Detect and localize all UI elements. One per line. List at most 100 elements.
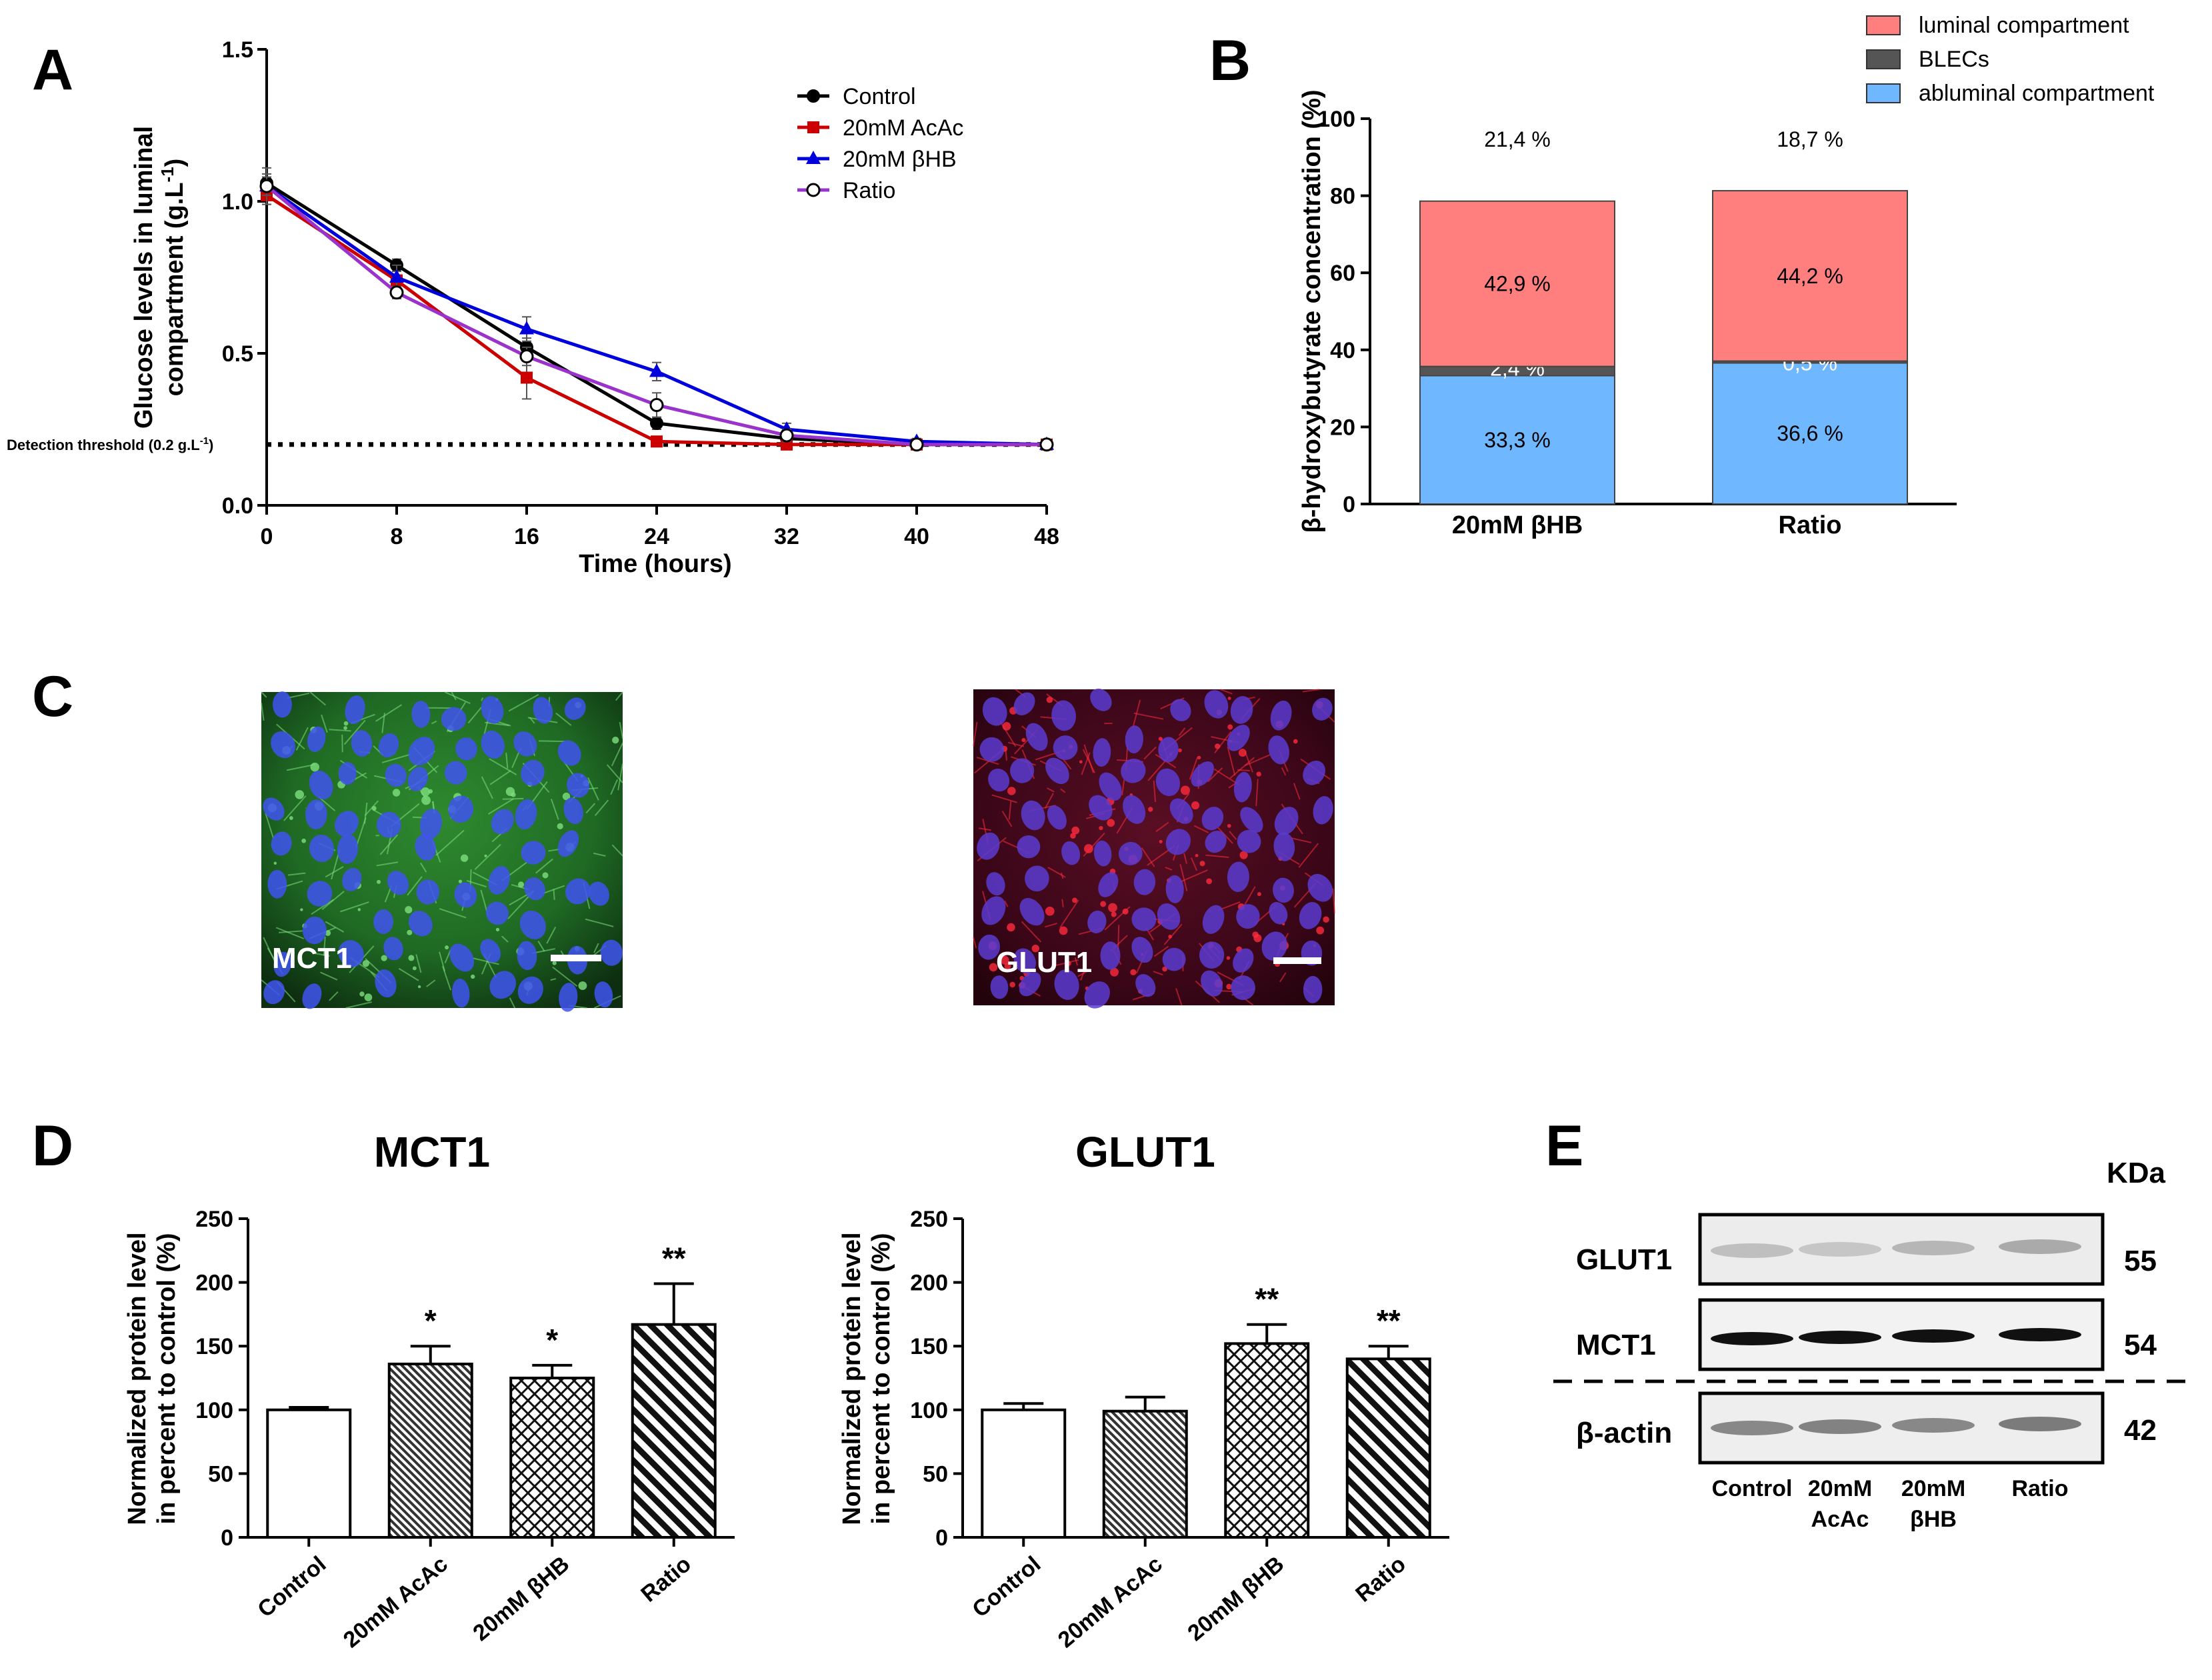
d1-y-tick-label: 150 (195, 1334, 233, 1359)
cell-nucleus (1201, 807, 1224, 831)
stain-spot (1045, 906, 1055, 916)
cell-nucleus (488, 866, 511, 895)
cell-nucleus (448, 795, 474, 823)
cell-nucleus (444, 761, 467, 785)
cell-membrane (1207, 767, 1223, 783)
stain-spot (343, 721, 349, 726)
cell-membrane (1059, 899, 1079, 929)
stain-spot (1021, 738, 1026, 743)
cell-membrane (555, 712, 572, 726)
svg-text:in percent to control (%): in percent to control (%) (153, 1233, 181, 1525)
a-legend-label: 20mM AcAc (843, 115, 963, 141)
panel-letter-a: A (32, 38, 73, 102)
cell-nucleus (1231, 975, 1255, 1000)
blot-band (1711, 1243, 1793, 1258)
blot-lane-label: βHB (1910, 1507, 1957, 1532)
d1-bar (387, 1362, 473, 1539)
cell-membrane (1052, 959, 1079, 967)
cell-membrane (329, 729, 351, 732)
blot-row-label: MCT1 (1576, 1329, 1656, 1361)
stain-spot (1253, 934, 1262, 943)
b-legend-swatch (1866, 15, 1901, 35)
blot-lane-label: 20mM (1901, 1476, 1965, 1501)
d-glut1-title: GLUT1 (1075, 1128, 1215, 1176)
cell-nucleus (267, 869, 287, 899)
cell-nucleus (1299, 902, 1322, 929)
d1-bar-2: * (509, 1323, 595, 1547)
stain-spot (1071, 826, 1080, 835)
cell-nucleus (1089, 795, 1113, 821)
cell-membrane (439, 908, 467, 919)
cell-nucleus (342, 867, 362, 891)
a-data-point (259, 179, 274, 193)
a-y-tick-label: 1.5 (222, 37, 253, 63)
d2-y-tick-label: 150 (910, 1334, 948, 1359)
blot-band (1892, 1241, 1975, 1255)
cell-nucleus (565, 878, 591, 905)
blot-band (1999, 1328, 2081, 1341)
cell-nucleus (441, 707, 467, 731)
cell-membrane (407, 876, 423, 896)
cell-nucleus (387, 871, 409, 895)
cell-membrane (375, 704, 403, 722)
stain-spot (1316, 926, 1325, 935)
cell-nucleus (521, 841, 546, 865)
cell-membrane (1047, 867, 1066, 878)
b-legend: luminal compartment BLECs abluminal compar… (1866, 13, 2155, 106)
b-bar-stack-0: 33,3 %2,4 %42,9 %21,4 %20mM βHB (1419, 127, 1615, 539)
stain-spot (381, 955, 387, 961)
cell-nucleus (385, 763, 407, 787)
cell-membrane (472, 957, 499, 965)
cell-nucleus (600, 939, 623, 966)
cell-membrane (505, 753, 509, 769)
cell-membrane (325, 921, 345, 933)
a-data-point (389, 269, 404, 283)
cell-nucleus (1019, 898, 1045, 926)
cell-membrane (508, 693, 539, 712)
cell-nucleus (1061, 841, 1081, 865)
a-data-point (650, 416, 663, 430)
blot-row-label: GLUT1 (1576, 1243, 1672, 1276)
cell-nucleus (307, 881, 333, 907)
micrograph-mct1: MCT1 (261, 691, 623, 1012)
d1-y-tick-label: 100 (195, 1398, 233, 1423)
cell-nucleus (986, 872, 1005, 896)
stain-spot (1059, 926, 1068, 935)
panel-letter-e: E (1545, 1114, 1583, 1178)
stain-spot (445, 945, 449, 950)
stain-spot (421, 795, 431, 805)
d1-y-tick-label: 250 (195, 1207, 233, 1232)
cell-nucleus (1093, 840, 1112, 867)
cell-membrane (1004, 900, 1009, 907)
cell-nucleus (1205, 831, 1227, 853)
b-bar-segment (1419, 375, 1615, 505)
stain-spot (1002, 721, 1011, 731)
stain-spot (273, 861, 277, 865)
svg-text:Normalized protein level: Normalized protein level (123, 1232, 151, 1525)
cell-nucleus (1261, 931, 1287, 961)
cell-nucleus (1169, 798, 1193, 824)
cell-membrane (611, 844, 623, 857)
cell-membrane (1244, 754, 1271, 767)
cell-nucleus (1025, 723, 1048, 751)
d2-bar (1224, 1342, 1310, 1539)
cell-nucleus (1051, 700, 1076, 731)
stain-spot (405, 906, 413, 914)
d1-bar-1: * (387, 1303, 473, 1547)
d1-y-axis-title: Normalized protein level in percent to c… (123, 1232, 181, 1525)
cell-nucleus (491, 809, 514, 835)
cell-nucleus (419, 809, 442, 839)
cell-nucleus (272, 691, 292, 718)
svg-text:in percent to control (%): in percent to control (%) (867, 1233, 895, 1525)
cell-nucleus (1017, 835, 1041, 859)
blot-band (1799, 1331, 1881, 1344)
cell-nucleus (375, 969, 397, 998)
b-x-tick-label: Ratio (1779, 511, 1842, 539)
d2-y-tick-label: 100 (910, 1398, 948, 1423)
cell-membrane (283, 795, 307, 821)
cell-nucleus (1274, 807, 1299, 835)
blot-band (1892, 1329, 1975, 1343)
d2-x-tick-label: Control (967, 1551, 1045, 1623)
cell-membrane (323, 936, 326, 956)
